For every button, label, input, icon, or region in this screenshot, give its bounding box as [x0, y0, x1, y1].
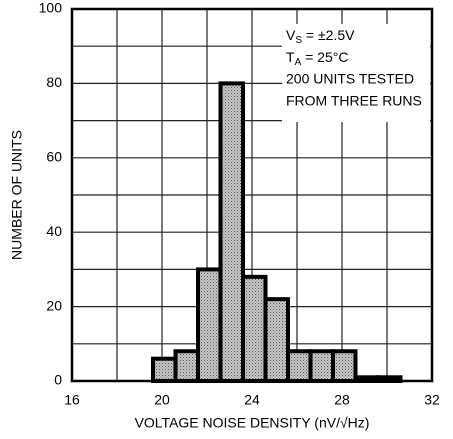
annotation-text: = 25°C	[301, 49, 348, 65]
bar	[308, 349, 335, 383]
bar	[196, 267, 223, 383]
y-tick-label: 60	[46, 149, 62, 165]
annotation-text: = ±2.5V	[302, 27, 355, 43]
bar	[331, 349, 358, 383]
y-tick-label: 0	[54, 372, 62, 388]
bar	[286, 349, 313, 383]
annotation-symbol: T	[286, 49, 295, 65]
plot-frame	[70, 7, 434, 383]
y-tick-label: 100	[39, 0, 63, 16]
annotation-symbol: V	[286, 27, 296, 43]
bar	[218, 81, 245, 384]
annotation: VS = ±2.5V	[286, 27, 355, 46]
annotation: FROM THREE RUNS	[286, 93, 422, 109]
x-tick-label: 24	[244, 392, 260, 408]
annotation-subscript: A	[295, 57, 302, 68]
bar	[173, 349, 200, 383]
x-axis-title: VOLTAGE NOISE DENSITY (nV/√Hz)	[135, 415, 370, 431]
x-tick-label: 32	[424, 392, 440, 408]
x-tick-label: 20	[154, 392, 170, 408]
bar	[151, 356, 178, 383]
annotation-box	[282, 24, 430, 122]
x-tick-label: 16	[64, 392, 80, 408]
y-tick-label: 20	[46, 297, 62, 313]
annotation: 200 UNITS TESTED	[286, 71, 414, 87]
bar	[241, 274, 268, 383]
annotation-subscript: S	[295, 35, 302, 46]
bar	[263, 297, 290, 383]
y-tick-label: 80	[46, 74, 62, 90]
y-axis-title: NUMBER OF UNITS	[9, 130, 25, 260]
y-tick-label: 40	[46, 223, 62, 239]
annotation: TA = 25°C	[286, 49, 348, 68]
x-tick-label: 28	[334, 392, 350, 408]
